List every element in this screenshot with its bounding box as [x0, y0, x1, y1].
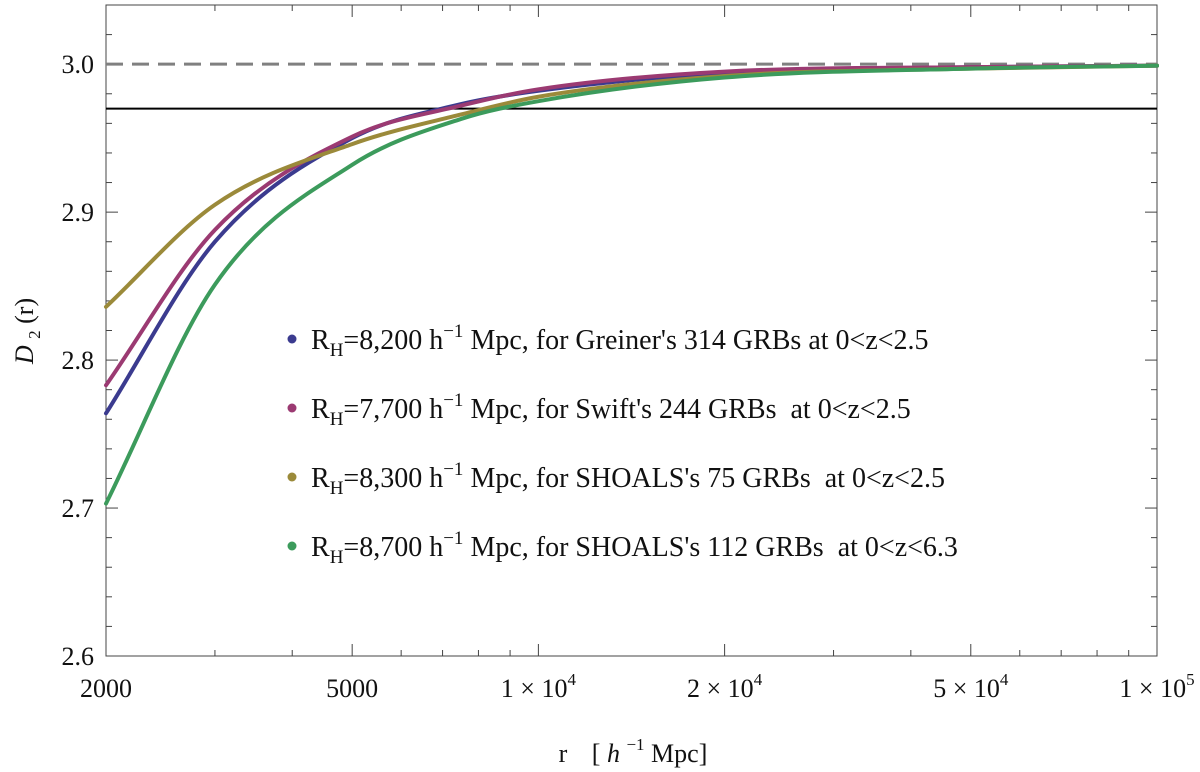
legend-sub: H — [330, 409, 344, 430]
x-tick-label-base: 2000 — [80, 674, 132, 703]
y-tick-label: 2.9 — [62, 198, 95, 227]
x-tick-label: 1 × 104 — [501, 670, 577, 703]
x-axis-title-exp: −1 — [626, 735, 644, 754]
legend-sub: H — [330, 478, 344, 499]
x-tick-label-exponent: 4 — [567, 670, 576, 689]
legend-label-4: RH=8,700 h−1 Mpc, for SHOALS's 112 GRBs … — [311, 528, 958, 568]
legend-value: =8,300 h — [343, 463, 443, 494]
x-tick-label-base: 1 × 10 — [501, 674, 568, 703]
legend-value: =8,700 h — [343, 532, 443, 563]
legend-rest: Mpc, for Greiner's 314 GRBs at 0<z<2.5 — [463, 325, 928, 356]
x-tick-label-base: 5 × 10 — [933, 674, 1000, 703]
reference-lines — [106, 62, 1157, 110]
y-tick-label: 3.0 — [62, 50, 95, 79]
legend-rest: Mpc, for SHOALS's 112 GRBs at 0<z<6.3 — [463, 532, 957, 563]
y-axis-title-sub: 2 — [25, 330, 44, 339]
legend: RH=8,200 h−1 Mpc, for Greiner's 314 GRBs… — [287, 321, 958, 568]
series-lines — [104, 63, 1159, 506]
x-axis-title-unit: Mpc] — [651, 739, 707, 768]
y-tick-label: 2.6 — [62, 642, 95, 671]
legend-r: R — [311, 463, 330, 494]
x-tick-label: 2 × 104 — [687, 670, 763, 703]
x-tick-label-base: 1 × 10 — [1119, 674, 1186, 703]
x-axis-title-h: h — [607, 739, 620, 768]
legend-sub: H — [330, 340, 344, 361]
legend-r: R — [311, 394, 330, 425]
x-tick-label: 5000 — [326, 674, 378, 703]
x-tick-label: 1 × 105 — [1119, 670, 1194, 703]
legend-rest: Mpc, for SHOALS's 75 GRBs at 0<z<2.5 — [463, 463, 945, 494]
x-tick-label: 2000 — [80, 674, 132, 703]
legend-rest: Mpc, for Swift's 244 GRBs at 0<z<2.5 — [463, 394, 910, 425]
legend-value: =8,200 h — [343, 325, 443, 356]
y-tick-label: 2.8 — [62, 346, 95, 375]
legend-exp: −1 — [443, 528, 463, 549]
x-tick-label-exponent: 4 — [754, 670, 763, 689]
series-line-1 — [104, 63, 1159, 416]
legend-marker-4 — [287, 541, 297, 551]
legend-value: =7,700 h — [343, 394, 443, 425]
x-axis-title: r [ h −1 Mpc] — [559, 727, 708, 768]
y-tick-labels: 2.6 2.7 2.8 2.9 3.0 — [62, 50, 95, 671]
series-line-4 — [104, 63, 1159, 506]
y-axis-title: D 2 (r) — [10, 298, 46, 365]
x-tick-labels: 2000 5000 1 × 104 2 × 104 5 × 104 1 × 105 — [80, 670, 1195, 703]
legend-marker-1 — [287, 334, 297, 344]
x-tick-label-base: 2 × 10 — [687, 674, 754, 703]
legend-r: R — [311, 325, 330, 356]
legend-label-2: RH=7,700 h−1 Mpc, for Swift's 244 GRBs a… — [311, 390, 911, 430]
axis-ticks — [105, 4, 1158, 657]
legend-label-3: RH=8,300 h−1 Mpc, for SHOALS's 75 GRBs a… — [311, 459, 945, 499]
x-axis-title-main: r — [559, 739, 568, 768]
y-tick-label: 2.7 — [62, 494, 95, 523]
y-axis-title-d: D — [10, 345, 39, 365]
legend-label-1: RH=8,200 h−1 Mpc, for Greiner's 314 GRBs… — [311, 321, 929, 361]
x-tick-label-base: 5000 — [326, 674, 378, 703]
legend-sub: H — [330, 547, 344, 568]
legend-exp: −1 — [443, 459, 463, 480]
legend-exp: −1 — [443, 390, 463, 411]
x-axis-title-open: [ — [592, 739, 601, 768]
legend-marker-3 — [287, 472, 297, 482]
legend-r: R — [311, 532, 330, 563]
legend-exp: −1 — [443, 321, 463, 342]
x-tick-label-exponent: 5 — [1186, 670, 1195, 689]
legend-marker-2 — [287, 403, 297, 413]
y-axis-title-rest: (r) — [10, 298, 39, 324]
x-tick-label-exponent: 4 — [1000, 670, 1009, 689]
x-tick-label: 5 × 104 — [933, 670, 1009, 703]
